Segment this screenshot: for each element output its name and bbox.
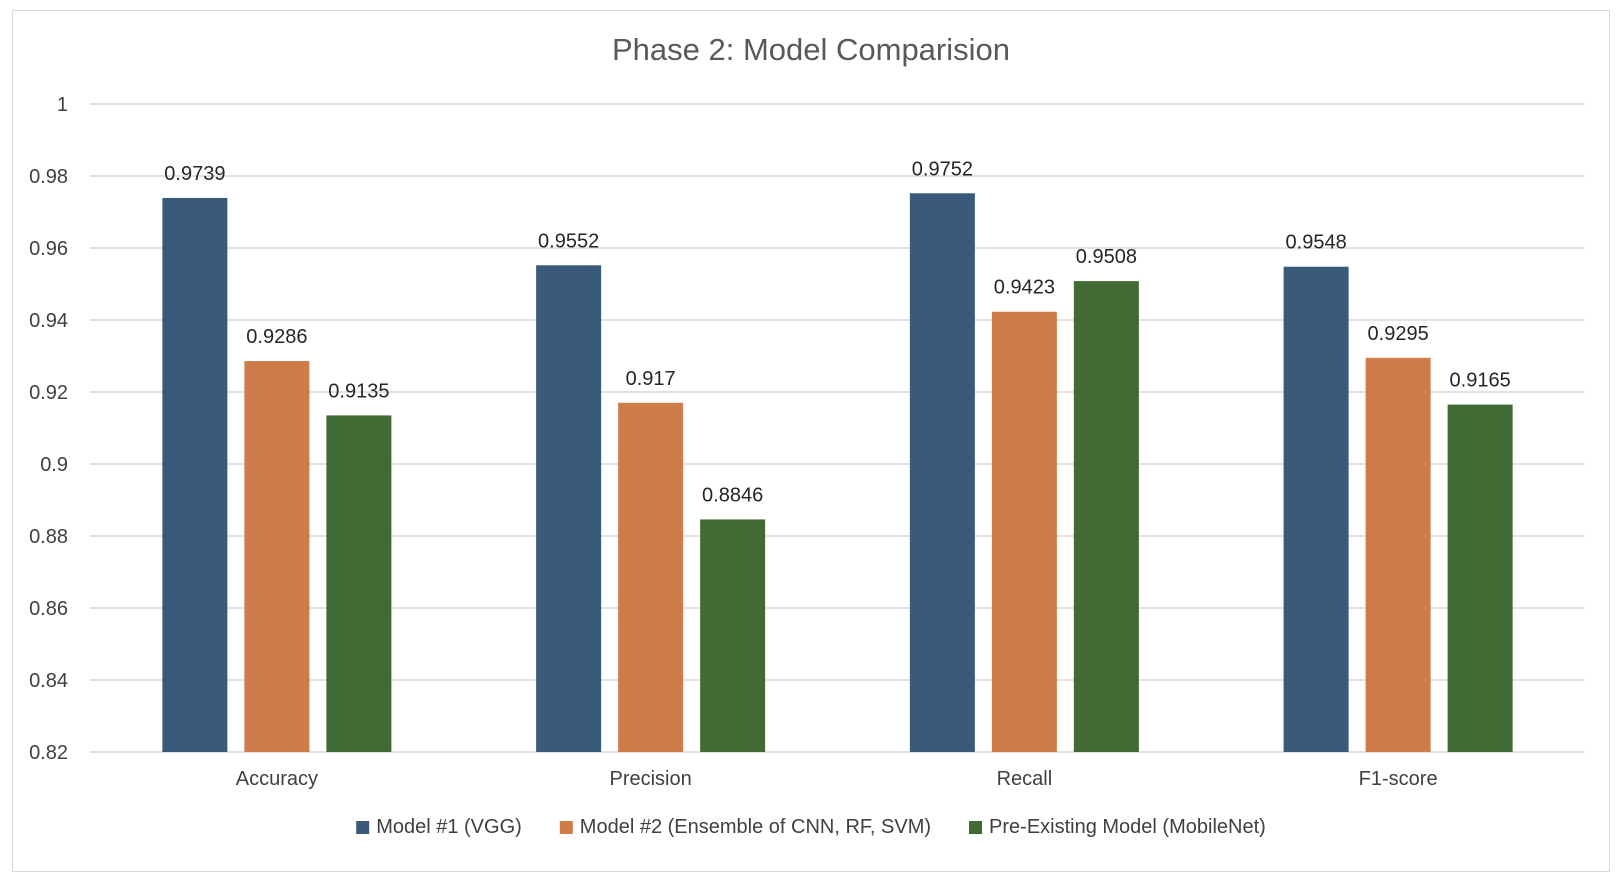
- y-tick-label: 0.9: [40, 454, 68, 476]
- bar-precision-series-1: [536, 265, 602, 752]
- data-label: 0.8846: [702, 484, 763, 506]
- bar-recall-series-2: [991, 311, 1057, 752]
- chart-title: Phase 2: Model Comparision: [612, 32, 1010, 67]
- y-tick-label: 0.96: [29, 238, 68, 260]
- category-label-f1-score: F1-score: [1359, 768, 1438, 790]
- category-labels: Accuracy Precision Recall F1-score: [236, 768, 1438, 790]
- legend: Model #1 (VGG) Model #2 (Ensemble of CNN,…: [356, 816, 1266, 838]
- data-label: 0.9739: [164, 163, 225, 185]
- data-label: 0.9752: [912, 158, 973, 180]
- bar-precision-series-3: [700, 519, 766, 752]
- y-tick-label: 0.92: [29, 382, 68, 404]
- y-axis-tick-labels: 0.82 0.84 0.86 0.88 0.9 0.92 0.94 0.96 0.98 1: [29, 94, 68, 764]
- data-label: 0.9286: [246, 326, 307, 348]
- gridlines: [90, 103, 1585, 753]
- data-label: 0.9165: [1450, 370, 1511, 392]
- data-labels: 0.9739 0.9286 0.9135 0.9552 0.917 0.8846 0.975…: [164, 158, 1510, 506]
- y-tick-label: 0.84: [29, 670, 68, 692]
- bar-f1-score-series-3: [1447, 404, 1513, 752]
- bar-f1-score-series-2: [1365, 357, 1431, 752]
- y-tick-label: 1: [57, 94, 68, 116]
- bar-accuracy-series-1: [162, 197, 228, 752]
- legend-swatch-2: [559, 821, 573, 834]
- data-label: 0.9423: [994, 277, 1055, 299]
- y-tick-label: 0.86: [29, 598, 68, 620]
- legend-swatch-3: [969, 821, 983, 834]
- data-label: 0.9508: [1076, 246, 1137, 268]
- legend-label-2: Model #2 (Ensemble of CNN, RF, SVM): [580, 816, 931, 838]
- bar-accuracy-series-2: [244, 361, 310, 752]
- data-label: 0.9548: [1286, 232, 1347, 254]
- data-label: 0.9135: [328, 380, 389, 402]
- bar-precision-series-2: [618, 402, 684, 752]
- data-label: 0.917: [626, 368, 676, 390]
- category-label-accuracy: Accuracy: [236, 768, 318, 790]
- y-tick-label: 0.94: [29, 310, 68, 332]
- y-tick-label: 0.82: [29, 742, 68, 764]
- bars: [162, 193, 1513, 752]
- legend-label-3: Pre-Existing Model (MobileNet): [989, 816, 1266, 838]
- bar-accuracy-series-3: [326, 415, 392, 752]
- category-label-recall: Recall: [997, 768, 1053, 790]
- data-label: 0.9295: [1368, 323, 1429, 345]
- category-label-precision: Precision: [609, 768, 691, 790]
- bar-f1-score-series-1: [1283, 266, 1349, 752]
- bar-recall-series-1: [909, 193, 975, 752]
- legend-label-1: Model #1 (VGG): [376, 816, 522, 838]
- y-tick-label: 0.88: [29, 526, 68, 548]
- legend-swatch-1: [356, 821, 370, 834]
- bar-recall-series-3: [1073, 281, 1139, 752]
- data-label: 0.9552: [538, 230, 599, 252]
- y-tick-label: 0.98: [29, 166, 68, 188]
